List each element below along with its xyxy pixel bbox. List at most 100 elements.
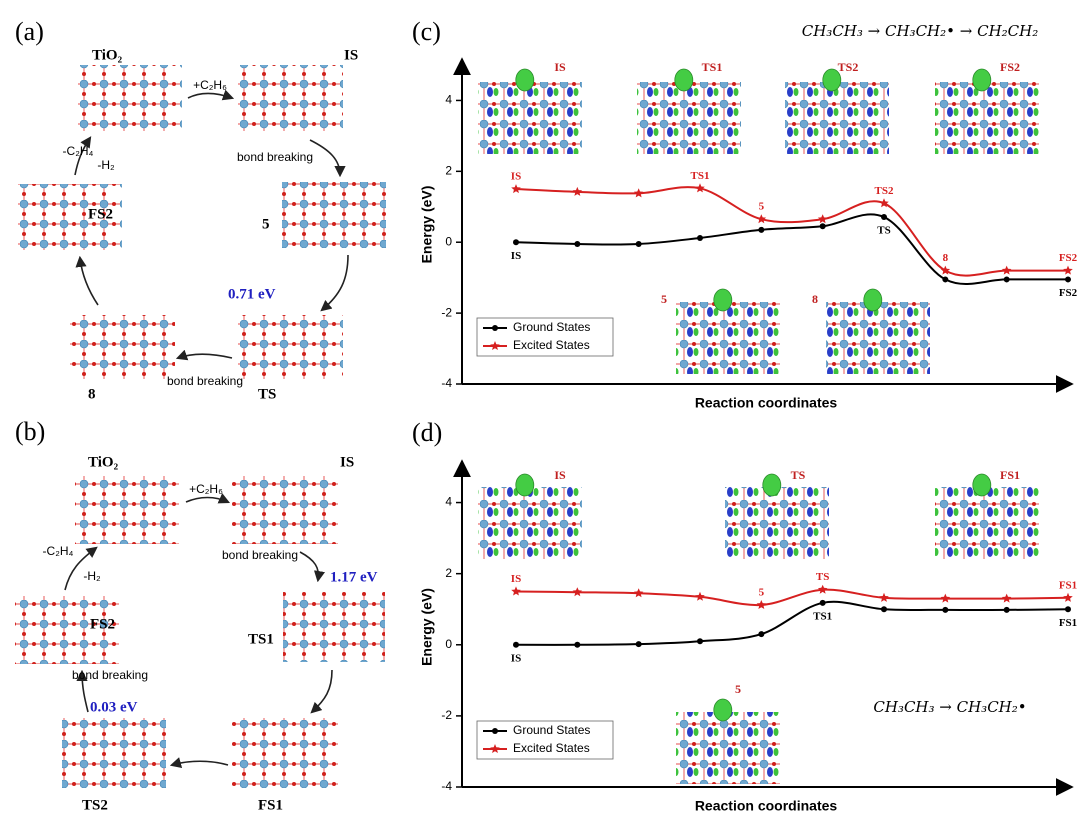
label: TS [877,225,890,237]
label: FS1 [1059,617,1077,629]
star-marker [879,592,889,602]
label: TS2 [838,60,859,74]
slab-structure [15,596,119,664]
arrow [299,551,325,583]
y-axis-label: Energy (eV) [419,588,435,666]
point-marker [697,638,703,645]
slab-structure [826,302,930,374]
label: 5 [759,586,765,598]
y-axis-label: Energy (eV) [419,186,435,264]
y-tick-label: 2 [445,164,452,178]
legend-label: Excited States [513,338,590,352]
slab-structure [75,476,179,544]
y-tick-label: -4 [441,376,452,390]
legend-marker [490,341,500,350]
arrow [75,255,99,306]
label: bond breaking [72,668,148,682]
y-tick-label: -4 [441,779,452,793]
label: 8 [88,386,96,402]
arrow [187,89,235,101]
slab-structure [676,302,780,374]
orbital-blob [762,473,782,497]
label: +C₂H₆ [193,78,227,92]
slab-structure [238,65,343,131]
label: bond breaking [222,548,298,562]
point-marker [819,599,826,606]
star-marker [511,586,521,596]
slab-structure [785,82,889,154]
point-marker [574,641,581,648]
label: 8 [812,292,818,306]
slab-structure [935,487,1039,559]
label: TS1 [248,631,274,647]
slab-structure [62,718,166,788]
label: TS [816,571,829,583]
point-marker [1003,606,1010,613]
legend-marker [492,728,498,734]
star-marker [940,593,951,603]
slab-structure [283,592,385,662]
star-marker [879,198,889,208]
slab-structure [232,718,338,788]
y-tick-label: -2 [441,708,452,722]
star-marker [633,588,644,598]
star-marker [1001,265,1012,275]
y-tick-label: 0 [445,234,452,248]
x-axis-label: Reaction coordinates [695,395,838,411]
star-marker [817,214,828,224]
orbital-blob [674,68,694,92]
star-marker [633,188,644,198]
label: TS1 [702,60,723,74]
point-marker [513,641,519,648]
label: FS2 [90,616,115,632]
point-marker [1065,276,1071,283]
label: TS [791,468,806,482]
legend-label: Ground States [513,723,590,737]
slab-structure [935,82,1039,154]
orbital-blob [863,288,883,312]
star-marker [572,587,583,597]
label: 5 [759,201,765,213]
label: bond breaking [237,150,313,164]
label: -H₂ [97,158,115,172]
label: FS2 [1059,252,1078,264]
y-tick-label: 4 [445,93,452,107]
orbital-blob [713,288,733,312]
point-marker [635,240,642,247]
arrow [169,757,229,769]
slab-structure [232,476,338,544]
label: (c) [412,17,441,46]
slab-structure [282,182,386,248]
y-tick-label: -2 [441,305,452,319]
label: FS1 [1000,468,1020,482]
label: TS2 [82,797,108,813]
slab-structure [478,487,582,559]
arrow [64,546,98,591]
x-axis-label: Reaction coordinates [695,798,838,814]
point-marker [1065,606,1071,613]
series-line [515,213,1068,286]
point-marker [635,641,642,648]
star-marker [1063,265,1073,275]
label: IS [344,47,358,63]
point-marker [574,240,581,247]
arrow [185,493,231,504]
legend-box [476,317,614,357]
point-marker [881,214,887,221]
label: 1.17 eV [330,569,378,585]
label: IS [340,454,354,470]
star-marker [756,600,767,609]
label: IS [511,250,521,262]
orbital-blob [822,68,842,92]
star-marker [940,265,951,275]
equation: CH₃CH₃ → CH₃CH₂• [873,698,1026,716]
arrow [74,136,92,176]
slab-structure [637,82,741,154]
label: IS [511,573,521,585]
arrow [320,254,349,312]
label: -H₂ [83,569,101,583]
legend-box [476,720,614,760]
orbital-blob [972,68,992,92]
legend-marker [490,744,500,753]
